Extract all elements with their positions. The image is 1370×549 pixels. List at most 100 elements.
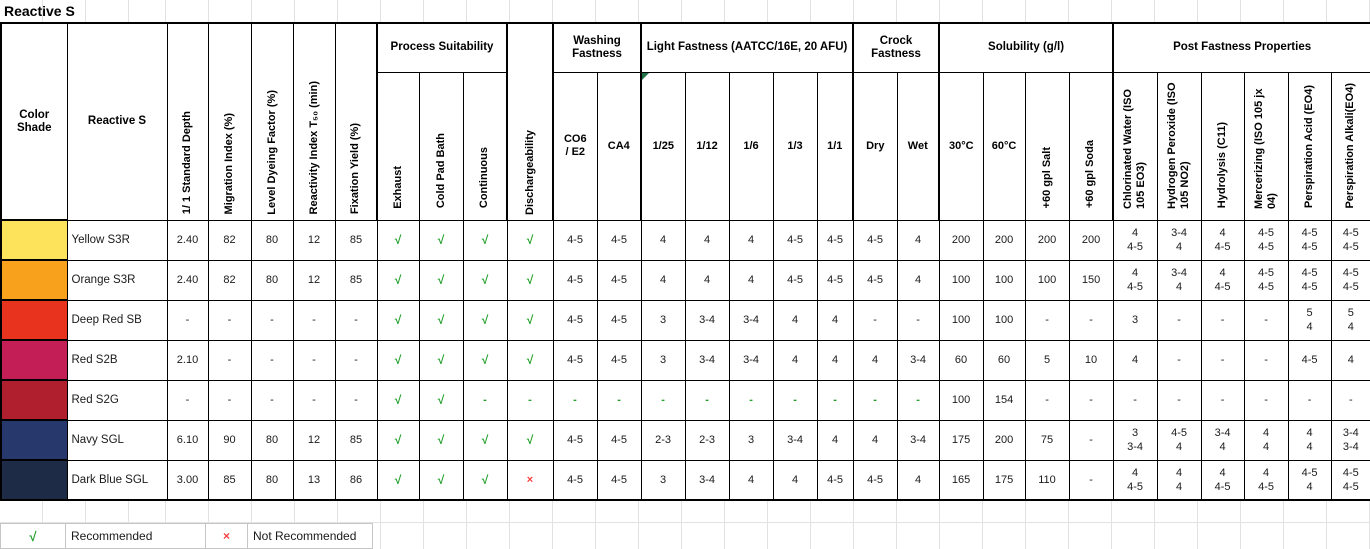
suitability-cell[interactable]: √ [462,259,508,301]
fastness-cell[interactable]: 3-4 [728,339,774,381]
suitability-cell[interactable]: √ [506,339,554,381]
fastness-cell[interactable]: 4-5 [816,219,854,261]
suitability-cell[interactable]: √ [462,459,508,501]
post-fastness-cell[interactable]: 4-5 4-5 [1287,259,1332,301]
post-fastness-cell[interactable]: - [1200,379,1245,421]
metric-cell[interactable]: 80 [250,459,294,501]
fastness-cell[interactable]: 4-5 [552,219,598,261]
fastness-cell[interactable]: 3 [640,339,686,381]
fastness-cell[interactable]: 4 [896,459,940,501]
fastness-cell[interactable]: - [852,299,898,341]
metric-cell[interactable]: 12 [292,259,336,301]
suitability-cell[interactable]: × [506,459,554,501]
col-header-ca4[interactable]: CA4 [596,71,642,221]
suitability-cell[interactable]: - [506,379,554,421]
color-swatch[interactable] [0,219,68,261]
fastness-cell[interactable]: - [852,379,898,421]
fastness-cell[interactable]: 4 [728,219,774,261]
col-header-60c[interactable]: 60°C [982,71,1026,221]
solubility-cell[interactable]: 200 [982,419,1026,461]
solubility-cell[interactable]: 200 [982,219,1026,261]
metric-cell[interactable]: - [334,339,378,381]
suitability-cell[interactable]: - [462,379,508,421]
post-fastness-cell[interactable]: 4-5 4-5 [1243,259,1289,301]
fastness-cell[interactable]: 4 [816,339,854,381]
fastness-cell[interactable]: 4-5 [852,219,898,261]
fastness-cell[interactable]: 4-5 [852,459,898,501]
solubility-cell[interactable]: 100 [982,299,1026,341]
col-header-color-shade[interactable]: Color Shade [0,22,68,221]
post-fastness-cell[interactable]: 3 3-4 [1112,419,1158,461]
fastness-cell[interactable]: 4-5 [596,339,642,381]
metric-cell[interactable]: 6.10 [166,419,209,461]
post-fastness-cell[interactable]: - [1243,339,1289,381]
suitability-cell[interactable]: √ [418,459,464,501]
group-header-light-fastness[interactable]: Light Fastness (AATCC/16E, 20 AFU) [640,22,854,73]
suitability-cell[interactable]: √ [462,339,508,381]
fastness-cell[interactable]: - [640,379,686,421]
col-header-hydrolysis[interactable]: Hydrolysis (C11) [1200,71,1245,221]
post-fastness-cell[interactable]: 4-5 4-5 [1330,459,1370,501]
metric-cell[interactable]: - [250,379,294,421]
legend-check-icon[interactable]: √ [0,523,66,549]
metric-cell[interactable]: - [334,379,378,421]
fastness-cell[interactable]: 4-5 [596,299,642,341]
fastness-cell[interactable]: 4 [816,299,854,341]
suitability-cell[interactable]: √ [376,419,420,461]
col-header-chlorinated-water[interactable]: Chlorinated Water (ISO 105 EO3) [1112,71,1158,221]
fastness-cell[interactable]: 4 [852,419,898,461]
post-fastness-cell[interactable]: 4-5 [1287,339,1332,381]
fastness-cell[interactable]: 4 [640,259,686,301]
solubility-cell[interactable]: 150 [1068,259,1114,301]
suitability-cell[interactable]: √ [376,379,420,421]
solubility-cell[interactable]: - [1068,379,1114,421]
post-fastness-cell[interactable]: 4-5 4-5 [1287,219,1332,261]
metric-cell[interactable]: 13 [292,459,336,501]
fastness-cell[interactable]: 4-5 [852,259,898,301]
col-header-soda[interactable]: +60 gpl Soda [1068,71,1114,221]
suitability-cell[interactable]: √ [376,339,420,381]
solubility-cell[interactable]: 200 [1024,219,1070,261]
solubility-cell[interactable]: - [1068,299,1114,341]
post-fastness-cell[interactable]: 3-4 3-4 [1330,419,1370,461]
fastness-cell[interactable]: 4 [728,459,774,501]
solubility-cell[interactable]: - [1024,379,1070,421]
fastness-cell[interactable]: 3-4 [772,419,818,461]
post-fastness-cell[interactable]: 4 4 [1156,459,1202,501]
group-header-washing-fastness[interactable]: Washing Fastness [552,22,642,73]
post-fastness-cell[interactable]: - [1330,379,1370,421]
fastness-cell[interactable]: 3-4 [728,299,774,341]
fastness-cell[interactable]: 3-4 [896,339,940,381]
post-fastness-cell[interactable]: 4-5 4-5 [1330,219,1370,261]
col-header-30c[interactable]: 30°C [938,71,984,221]
col-header-salt[interactable]: +60 gpl Salt [1024,71,1070,221]
solubility-cell[interactable]: 60 [982,339,1026,381]
suitability-cell[interactable]: √ [418,299,464,341]
metric-cell[interactable]: - [292,379,336,421]
fastness-cell[interactable]: 3 [640,459,686,501]
solubility-cell[interactable]: 10 [1068,339,1114,381]
fastness-cell[interactable]: 3-4 [896,419,940,461]
post-fastness-cell[interactable]: 4-5 4-5 [1243,219,1289,261]
post-fastness-cell[interactable]: - [1156,299,1202,341]
suitability-cell[interactable]: √ [462,419,508,461]
post-fastness-cell[interactable]: 4 [1112,339,1158,381]
metric-cell[interactable]: 90 [207,419,252,461]
solubility-cell[interactable]: 75 [1024,419,1070,461]
col-header-co6-e2[interactable]: CO6 / E2 [552,71,598,221]
fastness-cell[interactable]: 4-5 [596,259,642,301]
legend-x-icon[interactable]: × [205,523,248,549]
col-header-mercerizing[interactable]: Mercerizing (ISO 105 jx 04) [1243,71,1289,221]
post-fastness-cell[interactable]: 4 4 [1243,419,1289,461]
metric-cell[interactable]: - [334,299,378,341]
group-header-crock-fastness[interactable]: Crock Fastness [852,22,940,73]
solubility-cell[interactable]: 5 [1024,339,1070,381]
metric-cell[interactable]: 2.10 [166,339,209,381]
metric-cell[interactable]: - [292,299,336,341]
metric-cell[interactable]: 2.40 [166,219,209,261]
metric-cell[interactable]: - [207,339,252,381]
solubility-cell[interactable]: 100 [1024,259,1070,301]
solubility-cell[interactable]: 175 [938,419,984,461]
fastness-cell[interactable]: 4 [772,339,818,381]
suitability-cell[interactable]: √ [506,419,554,461]
